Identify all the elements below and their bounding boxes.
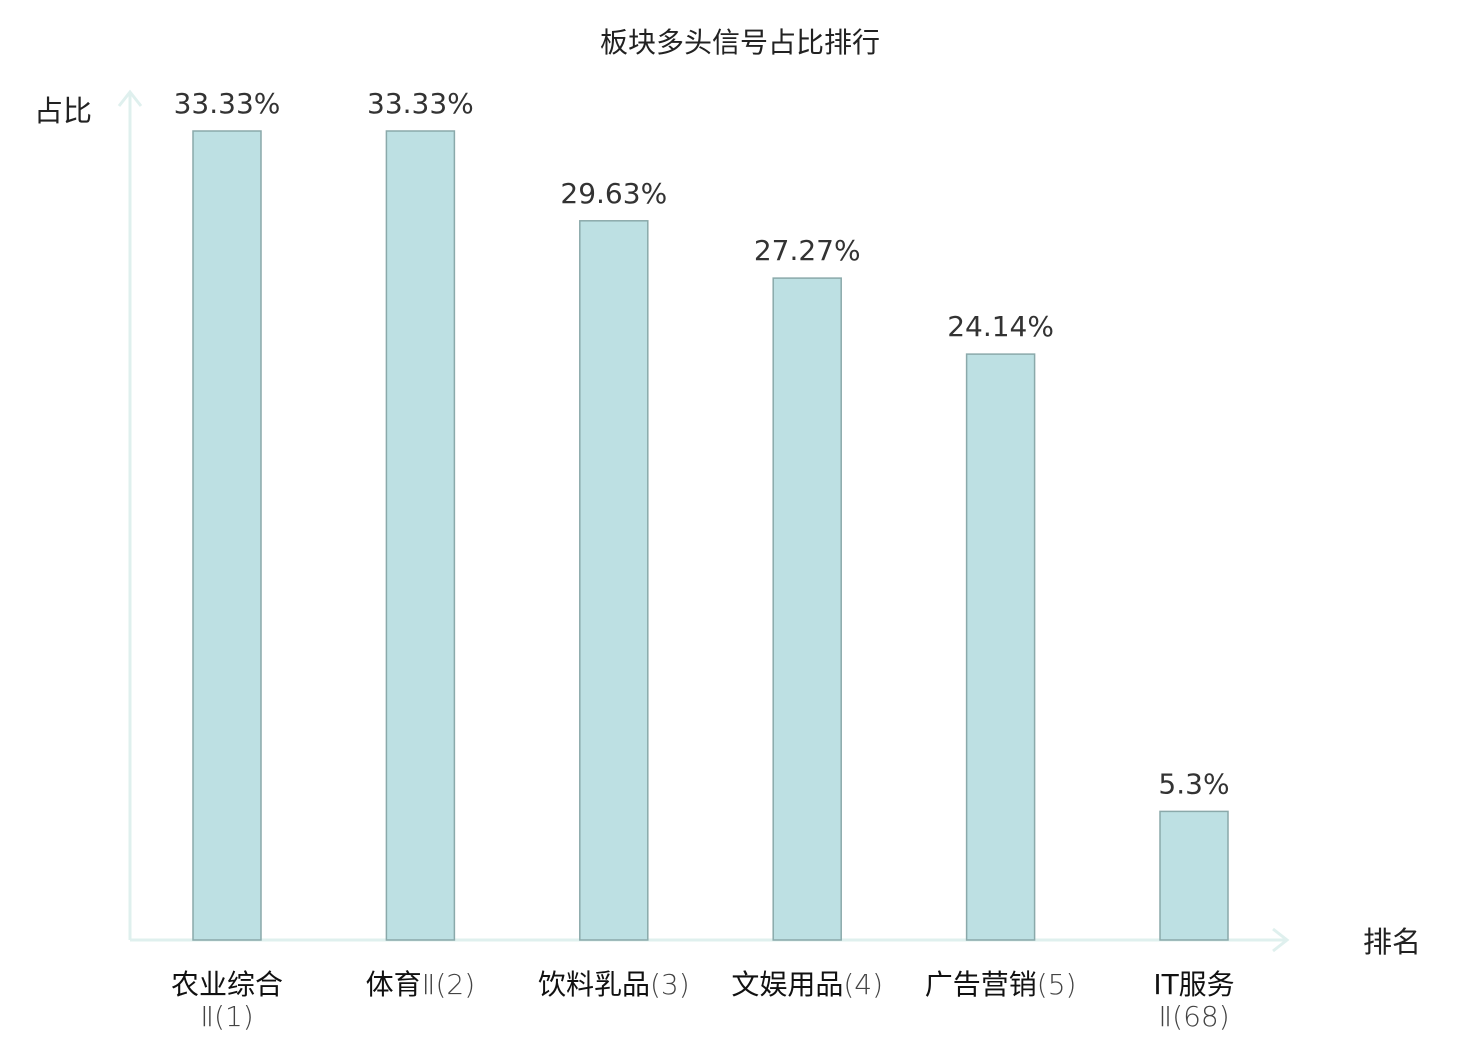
- category-suffix-1: Ⅱ(1): [200, 1000, 253, 1033]
- bars-group: [192, 130, 1229, 941]
- bar-4: [772, 277, 842, 941]
- y-axis-arrow: [117, 89, 143, 107]
- value-labels-group: 33.33% 33.33% 29.63% 27.27% 24.14% 5.3%: [174, 87, 1230, 800]
- value-label-5: 24.14%: [947, 310, 1054, 343]
- value-label-3: 29.63%: [560, 177, 667, 210]
- category-name-4: 文娱用品: [731, 968, 843, 1001]
- category-name-2: 体育: [366, 968, 422, 1001]
- bar-2: [385, 130, 456, 941]
- category-name-3: 饮料乳品: [538, 968, 650, 1001]
- category-label-5: 广告营销(5): [925, 968, 1077, 1001]
- value-label-1: 33.33%: [174, 87, 281, 120]
- bar-1: [192, 130, 262, 941]
- value-label-4: 27.27%: [754, 234, 861, 267]
- x-axis-arrow: [1272, 927, 1290, 953]
- value-label-6: 5.3%: [1158, 767, 1229, 800]
- bar-6: [1159, 810, 1229, 941]
- category-suffix-3: (3): [650, 968, 690, 1001]
- category-suffix-2: Ⅱ(2): [422, 968, 475, 1001]
- category-name-1: 农业综合: [171, 968, 283, 1001]
- category-label-2: 体育Ⅱ(2): [366, 968, 475, 1001]
- category-suffix-4: (4): [843, 968, 883, 1001]
- value-label-2: 33.33%: [367, 87, 474, 120]
- bar-5: [965, 353, 1036, 941]
- axes: [117, 89, 1290, 953]
- y-axis-title: 占比: [34, 94, 92, 128]
- x-axis-title: 排名: [1363, 925, 1421, 959]
- category-name-5: 广告营销: [925, 968, 1037, 1001]
- category-suffix-6: Ⅱ(68): [1158, 1000, 1229, 1033]
- category-label-4: 文娱用品(4): [731, 968, 883, 1001]
- chart-title: 板块多头信号占比排行: [600, 26, 880, 59]
- bar-3: [579, 220, 649, 941]
- category-name-6: IT服务: [1153, 968, 1234, 1001]
- category-label-3: 饮料乳品(3): [538, 968, 690, 1001]
- category-suffix-5: (5): [1037, 968, 1077, 1001]
